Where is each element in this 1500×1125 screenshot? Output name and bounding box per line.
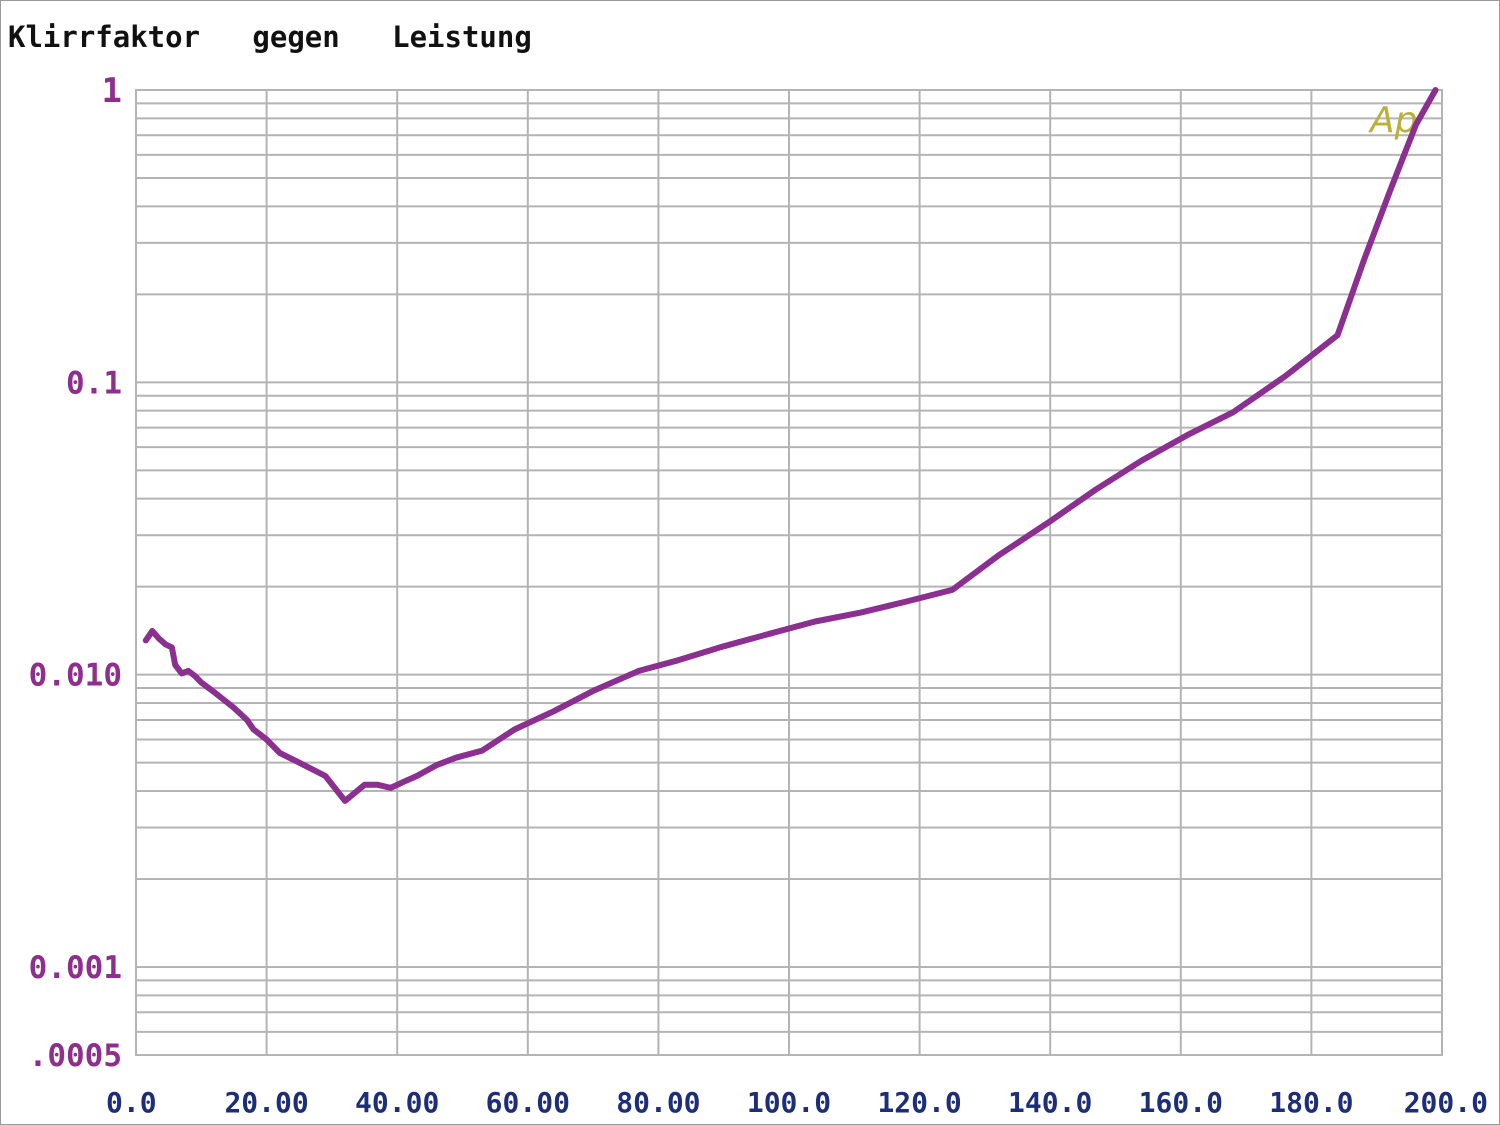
y-tick-label: 1 xyxy=(102,71,122,111)
y-tick-label: 0.010 xyxy=(29,658,122,694)
x-tick-label: 160.0 xyxy=(1139,1086,1223,1119)
y-tick-label: 0.001 xyxy=(29,950,122,986)
series-layer xyxy=(142,87,1439,804)
x-tick-label: 0.0 xyxy=(106,1086,157,1119)
x-tick-label: 140.0 xyxy=(1008,1086,1092,1119)
series-line-thd xyxy=(142,87,1439,804)
x-tick-label: 200.0 xyxy=(1404,1086,1488,1119)
y-tick-label: .0005 xyxy=(29,1038,122,1074)
x-tick-label: 180.0 xyxy=(1269,1086,1353,1119)
x-tick-label: 60.00 xyxy=(486,1086,570,1119)
y-tick-label: 0.1 xyxy=(66,365,122,401)
x-tick-label: 20.00 xyxy=(224,1086,308,1119)
x-tick-label: 100.0 xyxy=(747,1086,831,1119)
grid xyxy=(135,89,1443,1056)
plot-border xyxy=(135,89,1443,1056)
x-tick-label: 40.00 xyxy=(355,1086,439,1119)
x-axis-ticks: 0.0 20.00 40.00 60.00 80.00 100.0 120.0 140.0 16… xyxy=(106,1086,1488,1119)
x-tick-label: 80.00 xyxy=(616,1086,700,1119)
y-axis-ticks: 1 0.1 0.010 0.001 .0005 xyxy=(29,71,122,1074)
x-tick-label: 120.0 xyxy=(877,1086,961,1119)
chart-title: Klirrfaktor gegen Leistung xyxy=(8,20,532,54)
